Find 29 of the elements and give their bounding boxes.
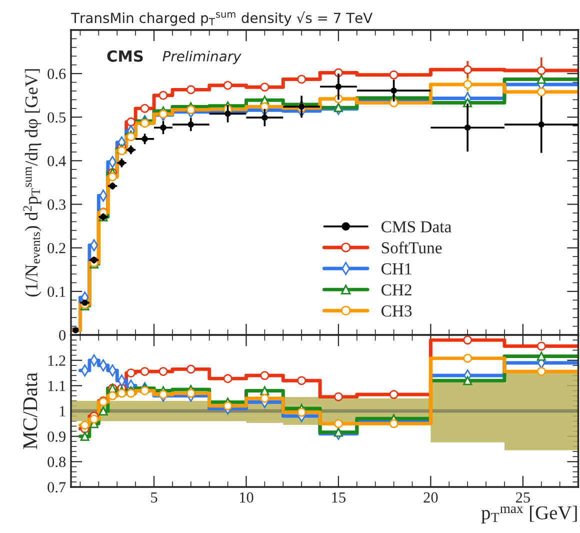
y-axis-title: MC/Data: [23, 372, 38, 450]
y-axis-title: (1/N$_{events}$) d$^{2}$p$_{T}$$^{sum}$/dη dφ [GeV]: [23, 69, 42, 296]
y-tick-label: 0.8: [48, 456, 66, 468]
legend-label: CH2: [382, 284, 412, 296]
x-tick-label: 20: [424, 492, 438, 503]
y-tick-label: 1.2: [48, 356, 66, 366]
annotation: Preliminary: [162, 50, 242, 64]
y-tick-label: 0.1: [48, 286, 66, 297]
y-tick-label: 0.3: [48, 199, 66, 210]
y-tick-label: 0.9: [48, 431, 66, 442]
y-tick-label: 0.4: [48, 156, 66, 166]
chart-title: TransMin charged p$_{T}$$^{sum}$ density √s = 7 TeV: [70, 12, 372, 26]
x-tick-label: 10: [240, 492, 254, 503]
x-tick-label: 15: [332, 492, 346, 503]
y-tick-label: 0.5: [48, 112, 66, 123]
annotation: CMS: [107, 50, 143, 62]
legend-label: SoftTune: [382, 242, 442, 254]
x-axis-title: p$_{T}$$^{max}$ [GeV]: [481, 506, 577, 524]
legend-label: CH1: [382, 263, 412, 275]
x-tick-label: 25: [516, 492, 530, 503]
legend-label: CH3: [382, 305, 412, 317]
y-tick-label: 0.6: [48, 68, 66, 80]
x-tick-label: 5: [151, 492, 158, 503]
y-tick-label: 1.1: [48, 380, 66, 392]
legend-label: CMS Data: [382, 221, 452, 232]
y-tick-label: 0: [59, 330, 66, 340]
y-tick-label: 0.2: [48, 242, 66, 254]
y-tick-label: 1: [60, 406, 66, 416]
y-tick-label: 0.7: [48, 482, 66, 493]
